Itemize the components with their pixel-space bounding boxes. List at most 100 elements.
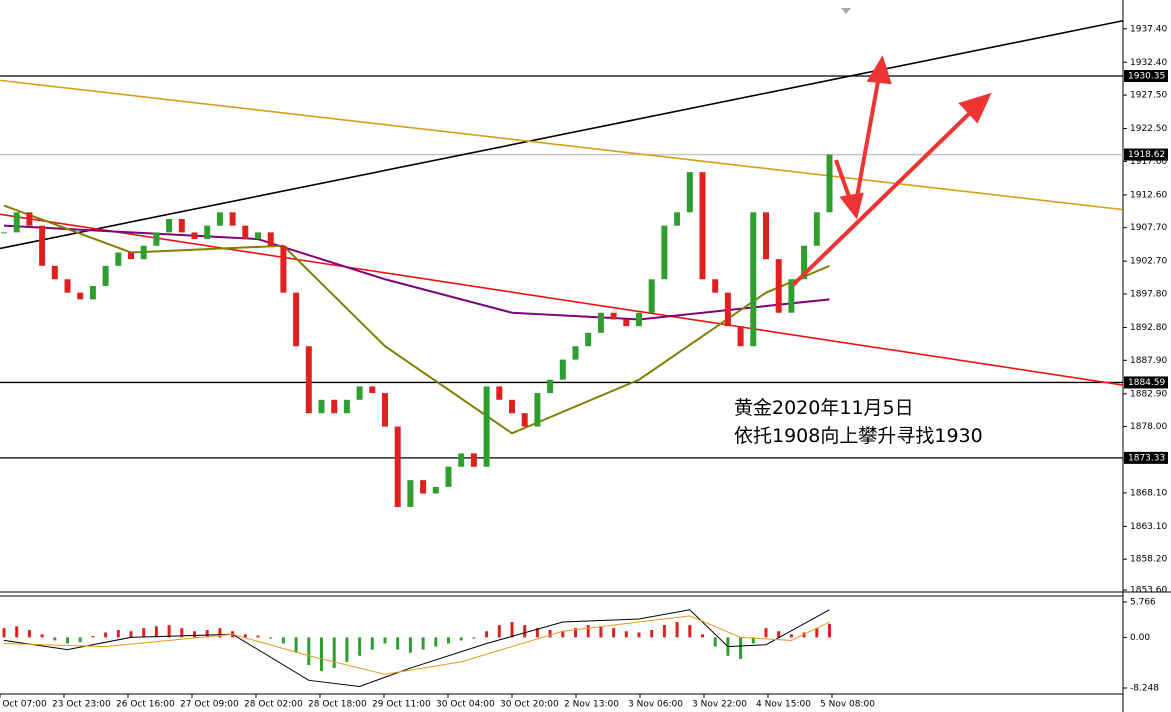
- macd-bar: [828, 623, 831, 638]
- x-tick-label: 28 Oct 18:00: [308, 700, 367, 710]
- macd-bar: [523, 625, 527, 638]
- macd-bar: [612, 628, 616, 638]
- macd-y-tick-label: -8.248: [1130, 683, 1159, 693]
- macd-bar: [243, 634, 247, 638]
- candle: [128, 252, 134, 260]
- candle: [318, 399, 325, 414]
- macd-bar: [294, 637, 298, 653]
- y-tick-label: 1932.40: [1130, 58, 1167, 68]
- macd-y-tick-label: 5.766: [1130, 597, 1156, 607]
- arrow-shaft: [791, 106, 977, 287]
- y-tick-label: 1897.80: [1130, 289, 1167, 299]
- candle: [699, 172, 706, 280]
- macd-bar: [358, 637, 362, 656]
- macd-bar: [193, 631, 196, 638]
- candle: [521, 413, 528, 427]
- macd-bar: [662, 625, 666, 638]
- arrow-head: [958, 92, 992, 124]
- y-tick-label: 1927.50: [1130, 91, 1167, 101]
- x-tick-label: 28 Oct 02:00: [244, 700, 303, 710]
- macd-bar: [256, 635, 260, 638]
- candle: [572, 346, 579, 360]
- x-tick-label: 23 Oct 23:00: [52, 700, 111, 710]
- macd-bar: [485, 631, 489, 638]
- y-tick-label: 1887.90: [1130, 356, 1167, 366]
- y-tick-label: 1863.10: [1130, 522, 1167, 532]
- macd-bar: [269, 637, 273, 639]
- macd-bar: [713, 637, 717, 647]
- forecast-arrows: [791, 55, 992, 287]
- candle: [648, 279, 655, 313]
- x-tick-label: 29 Oct 11:00: [372, 700, 431, 710]
- level-label-box: [1124, 70, 1168, 83]
- candle: [737, 326, 744, 347]
- macd-bar: [320, 637, 323, 672]
- candle: [509, 399, 515, 414]
- macd-bar: [205, 629, 209, 638]
- macd-bar: [688, 625, 692, 638]
- arrow-shaft: [853, 75, 881, 209]
- macd-bar: [802, 632, 806, 638]
- macd-bar: [764, 628, 768, 638]
- macd-bar: [383, 637, 387, 644]
- macd-bar: [599, 626, 603, 638]
- y-tick-label: 1917.60: [1130, 157, 1167, 167]
- candle: [712, 279, 719, 293]
- macd-bar: [129, 631, 133, 638]
- y-tick-label: 1912.60: [1130, 190, 1167, 200]
- candle: [331, 399, 338, 414]
- candle: [394, 426, 401, 507]
- annotation: 依托1908向上攀升寻找1930: [734, 425, 983, 447]
- candle: [305, 346, 312, 414]
- candle: [445, 466, 452, 487]
- candle: [102, 265, 109, 286]
- candle: [255, 232, 261, 240]
- candle: [826, 154, 833, 213]
- candle: [788, 279, 795, 313]
- candle: [661, 225, 668, 280]
- x-tick-label: 3 Nov 22:00: [692, 700, 747, 710]
- y-tick-label: 1878.00: [1130, 422, 1167, 432]
- candle: [89, 285, 96, 300]
- plot-area: [0, 19, 1124, 507]
- macd-bar: [421, 637, 425, 650]
- macd-bar: [40, 634, 44, 638]
- y-tick-label: 1868.10: [1130, 488, 1167, 498]
- macd-bar: [637, 632, 641, 638]
- candle: [267, 232, 274, 246]
- arrow-head: [866, 55, 892, 85]
- y-tick-label: 1882.90: [1130, 389, 1167, 399]
- candle: [432, 486, 439, 494]
- macd-bar: [650, 629, 654, 638]
- x-tick-label: 26 Oct 16:00: [116, 700, 175, 710]
- candle: [293, 292, 300, 347]
- macd-bar: [561, 631, 565, 638]
- x-tick-label: 27 Oct 09:00: [180, 700, 239, 710]
- candle: [382, 393, 388, 427]
- annotation: 黄金2020年11月5日: [734, 397, 914, 419]
- candle: [140, 245, 147, 260]
- macd-bar: [15, 626, 19, 638]
- candle: [407, 480, 414, 507]
- candle: [39, 225, 46, 266]
- candle: [470, 453, 477, 467]
- macd-bar: [739, 637, 743, 659]
- x-tick-label: 22 Oct 07:00: [0, 700, 47, 710]
- candle: [1, 232, 7, 234]
- candle: [686, 172, 693, 213]
- macd-bar: [66, 637, 69, 644]
- candle: [547, 379, 554, 394]
- moving-average: [3, 204, 830, 435]
- macd-bar: [154, 626, 158, 638]
- macd-bar: [701, 634, 704, 638]
- macd-bar: [78, 637, 82, 643]
- y-tick-label: 1902.70: [1130, 257, 1167, 267]
- candle: [496, 386, 503, 400]
- candle: [242, 225, 249, 240]
- y-tick-label: 1853.60: [1130, 585, 1167, 595]
- candle: [636, 312, 642, 327]
- candle: [674, 212, 681, 226]
